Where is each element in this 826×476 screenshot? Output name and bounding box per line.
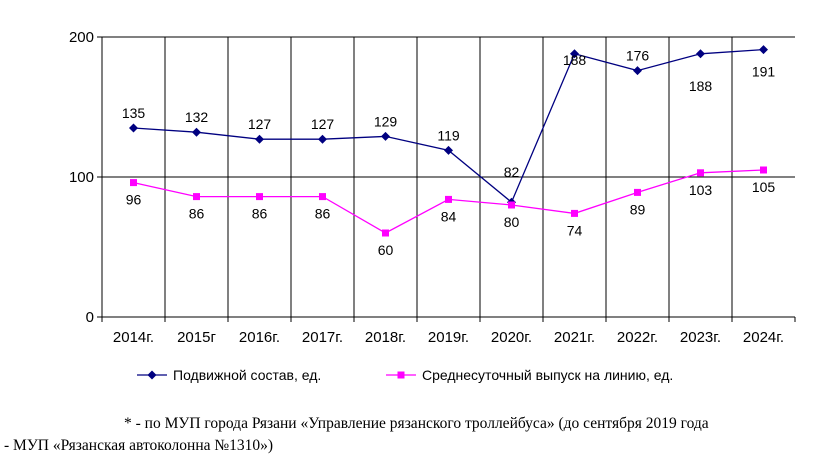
data-label: 188 bbox=[689, 78, 713, 94]
data-label: 89 bbox=[630, 201, 646, 217]
y-tick-label: 100 bbox=[69, 169, 94, 186]
data-label: 188 bbox=[563, 52, 587, 68]
data-point bbox=[381, 131, 390, 141]
data-label: 176 bbox=[626, 48, 650, 64]
data-label: 129 bbox=[374, 113, 398, 129]
line-chart: 0 100 200 2014г. 2015г 2016г. 2017г. 2018г. 2019… bbox=[69, 29, 796, 383]
data-point bbox=[129, 123, 138, 133]
data-point bbox=[508, 201, 515, 209]
x-tick-label: 2020г. bbox=[491, 329, 532, 346]
data-point bbox=[445, 195, 452, 203]
x-tick-label: 2024г. bbox=[743, 329, 784, 346]
data-point bbox=[570, 49, 579, 59]
footnote: * - по МУП города Рязани «Управление ряз… bbox=[4, 413, 819, 457]
x-tick-label: 2023г. bbox=[680, 329, 721, 346]
data-label: 86 bbox=[315, 206, 331, 222]
x-tick-label: 2019г. bbox=[428, 329, 469, 346]
legend-label: Среднесуточный выпуск на линию, ед. bbox=[422, 367, 673, 383]
data-point bbox=[634, 188, 641, 196]
x-tick-label: 2016г. bbox=[239, 329, 280, 346]
footnote-line-1: * - по МУП города Рязани «Управление ряз… bbox=[124, 415, 709, 432]
data-point bbox=[319, 193, 326, 201]
data-point bbox=[571, 209, 578, 217]
x-tick-label: 2018г. bbox=[365, 329, 406, 346]
data-label: 135 bbox=[122, 105, 146, 121]
data-label: 127 bbox=[311, 116, 335, 132]
data-label: 86 bbox=[252, 206, 268, 222]
data-point bbox=[760, 166, 767, 174]
x-tick-label: 2017г. bbox=[302, 329, 343, 346]
data-point bbox=[193, 193, 200, 201]
x-tick-label: 2015г bbox=[177, 329, 216, 346]
y-tick-label: 0 bbox=[86, 309, 94, 326]
data-label: 74 bbox=[567, 222, 583, 238]
data-label: 96 bbox=[126, 192, 142, 208]
data-point bbox=[256, 193, 263, 201]
data-point bbox=[697, 169, 704, 177]
data-label: 84 bbox=[441, 208, 457, 224]
legend-label: Подвижной состав, ед. bbox=[173, 367, 321, 383]
data-point bbox=[759, 45, 768, 55]
x-tick-label: 2021г. bbox=[554, 329, 595, 346]
legend-marker bbox=[147, 370, 157, 380]
y-tick-label: 200 bbox=[69, 29, 94, 46]
data-point bbox=[255, 134, 264, 144]
data-label: 86 bbox=[189, 206, 205, 222]
data-label: 119 bbox=[437, 127, 460, 143]
legend-marker bbox=[397, 371, 405, 379]
data-label: 80 bbox=[504, 214, 520, 230]
data-point bbox=[633, 66, 642, 76]
data-label: 127 bbox=[248, 116, 272, 132]
data-label: 132 bbox=[185, 109, 209, 125]
data-label: 60 bbox=[378, 242, 394, 258]
data-point bbox=[192, 127, 201, 137]
data-point bbox=[444, 145, 453, 155]
x-tick-label: 2022г. bbox=[617, 329, 658, 346]
data-point bbox=[318, 134, 327, 144]
data-point bbox=[696, 49, 705, 59]
footnote-line-2: - МУП «Рязанская автоколонна №1310») bbox=[4, 437, 274, 454]
data-label: 103 bbox=[689, 182, 713, 198]
data-label: 191 bbox=[752, 64, 776, 80]
data-label: 82 bbox=[504, 164, 520, 180]
data-point bbox=[130, 179, 137, 187]
x-tick-label: 2014г. bbox=[113, 329, 154, 346]
data-label: 105 bbox=[752, 179, 776, 195]
data-point bbox=[382, 229, 389, 237]
